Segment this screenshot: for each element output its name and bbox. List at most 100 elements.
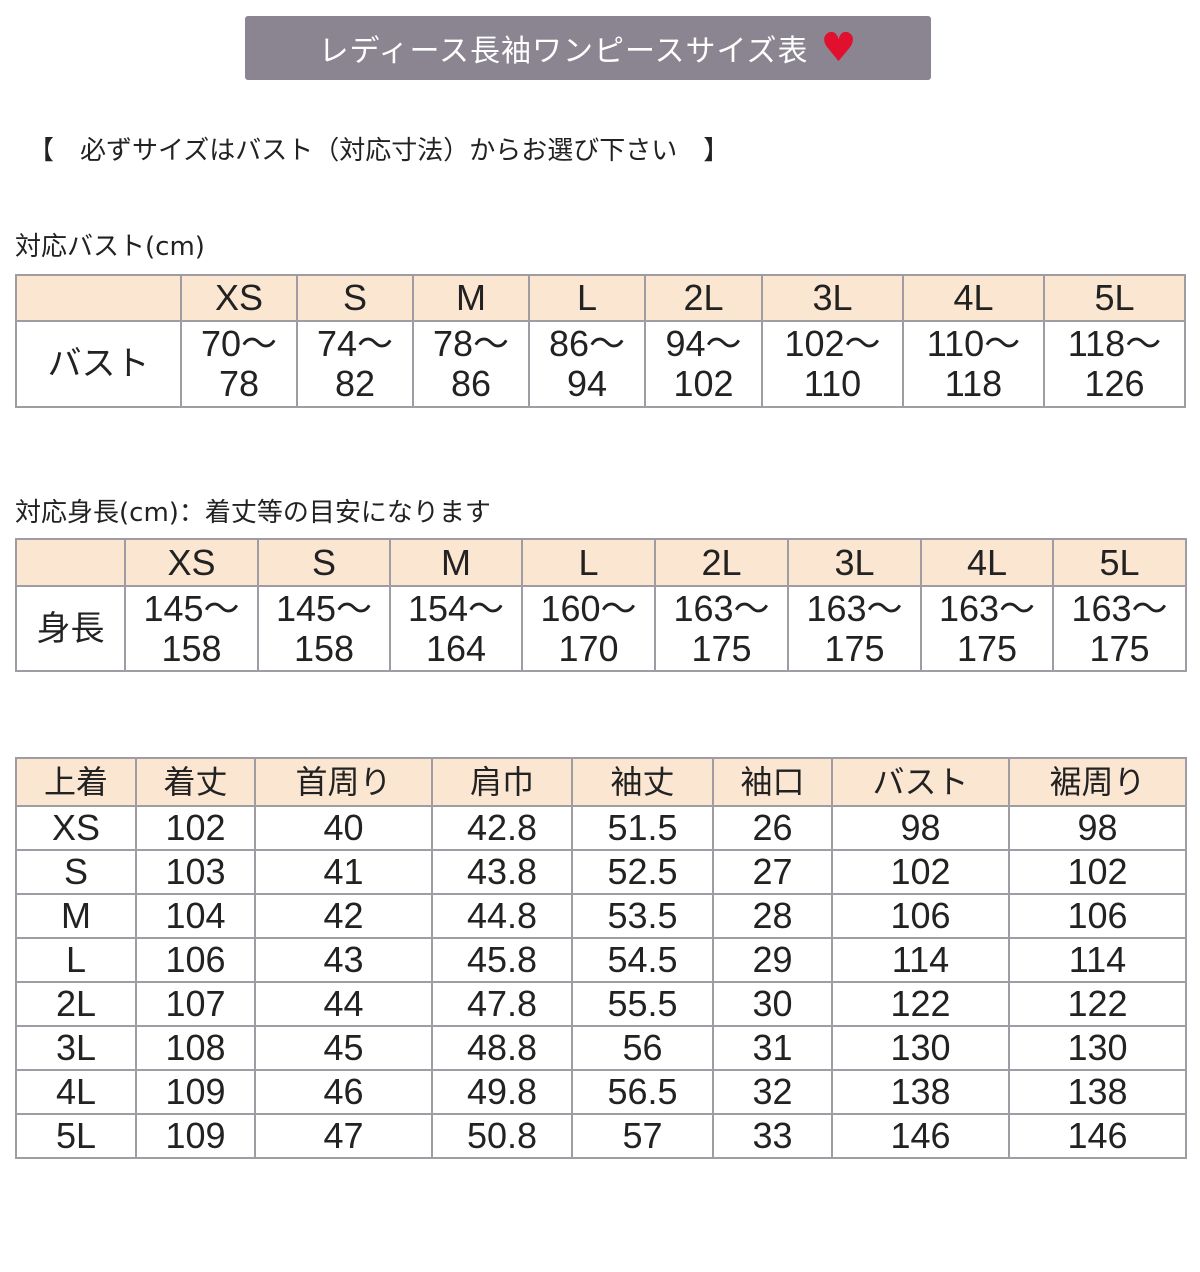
- range-min: 70～: [200, 323, 278, 364]
- range-cell: 70～ 78: [180, 320, 298, 408]
- column-header: 袖丈: [571, 757, 714, 807]
- measure-cell: 48.8: [431, 1025, 573, 1071]
- size-header: 4L: [902, 274, 1045, 322]
- size-header: 3L: [787, 538, 922, 587]
- measure-cell: 114: [831, 937, 1010, 983]
- range-min: 154～: [407, 587, 505, 629]
- size-label: XS: [15, 805, 137, 851]
- table-row: XS 102 40 42.8 51.5 26 98 98: [15, 805, 1187, 851]
- column-header: 着丈: [135, 757, 256, 807]
- measure-cell: 122: [831, 981, 1010, 1027]
- measure-cell: 31: [712, 1025, 833, 1071]
- range-min: 145～: [143, 587, 240, 629]
- row-label: 身長: [15, 585, 126, 672]
- measure-cell: 106: [135, 937, 256, 983]
- measurement-table: 上着 着丈 首周り 肩巾 袖丈 袖口 バスト 裾周り XS 102 40 42.8 51.5 26 98 98…: [15, 757, 1187, 1159]
- column-header: 袖口: [712, 757, 833, 807]
- measure-cell: 109: [135, 1113, 256, 1159]
- size-label: L: [15, 937, 137, 983]
- range-max: 110: [803, 363, 862, 404]
- range-cell: 74～ 82: [296, 320, 414, 408]
- measure-cell: 98: [831, 805, 1010, 851]
- range-min: 118～: [1067, 323, 1162, 364]
- range-min: 160～: [540, 587, 637, 629]
- size-label: 4L: [15, 1069, 137, 1115]
- size-header: L: [528, 274, 646, 322]
- range-max: 170: [558, 627, 619, 669]
- measure-cell: 102: [1008, 849, 1187, 895]
- range-max: 82: [334, 363, 376, 404]
- range-min: 145～: [275, 587, 373, 629]
- measure-cell: 53.5: [571, 893, 714, 939]
- size-notice: 【 必ずサイズはバスト（対応寸法）からお選び下さい 】: [28, 136, 730, 166]
- measure-cell: 56.5: [571, 1069, 714, 1115]
- column-header: 首周り: [254, 757, 433, 807]
- measure-cell: 52.5: [571, 849, 714, 895]
- measure-cell: 55.5: [571, 981, 714, 1027]
- size-header: 3L: [761, 274, 904, 322]
- size-label: 3L: [15, 1025, 137, 1071]
- measure-cell: 27: [712, 849, 833, 895]
- range-max: 94: [566, 363, 608, 404]
- measure-cell: 56: [571, 1025, 714, 1071]
- range-min: 74～: [316, 323, 394, 364]
- measure-cell: 40: [254, 805, 433, 851]
- measure-cell: 45: [254, 1025, 433, 1071]
- range-max: 102: [673, 363, 734, 404]
- measure-cell: 102: [831, 849, 1010, 895]
- range-min: 78～: [432, 323, 510, 364]
- size-header: M: [412, 274, 530, 322]
- range-min: 102～: [784, 323, 881, 364]
- range-max: 175: [956, 627, 1018, 669]
- measure-cell: 109: [135, 1069, 256, 1115]
- measure-cell: 146: [1008, 1113, 1187, 1159]
- bust-table-caption: 対応バスト(cm): [15, 232, 205, 262]
- measure-cell: 57: [571, 1113, 714, 1159]
- size-header-row: XS S M L 2L 3L 4L 5L: [15, 274, 1186, 322]
- measure-cell: 54.5: [571, 937, 714, 983]
- size-header: M: [389, 538, 523, 587]
- measure-cell: 29: [712, 937, 833, 983]
- range-cell: 163～ 175: [654, 585, 789, 672]
- size-label: 5L: [15, 1113, 137, 1159]
- range-row: バスト 70～ 78 74～ 82 78～ 86 86～ 94 94～ 102 102～ 110 110～…: [15, 320, 1186, 408]
- range-cell: 145～ 158: [257, 585, 391, 672]
- column-header: 上着: [15, 757, 137, 807]
- table-row: 4L 109 46 49.8 56.5 32 138 138: [15, 1069, 1187, 1115]
- measure-cell: 32: [712, 1069, 833, 1115]
- size-header: 2L: [654, 538, 789, 587]
- measure-cell: 42.8: [431, 805, 573, 851]
- range-min: 163～: [673, 587, 770, 629]
- bust-table: XS S M L 2L 3L 4L 5L バスト 70～ 78 74～ 82 78～ 86 86～ 94 94～ 1…: [15, 274, 1186, 408]
- measure-cell: 46: [254, 1069, 433, 1115]
- measure-cell: 114: [1008, 937, 1187, 983]
- measure-cell: 103: [135, 849, 256, 895]
- range-cell: 163～ 175: [787, 585, 922, 672]
- measure-cell: 146: [831, 1113, 1010, 1159]
- range-max: 164: [425, 627, 487, 669]
- measure-cell: 106: [1008, 893, 1187, 939]
- table-row: 3L 108 45 48.8 56 31 130 130: [15, 1025, 1187, 1071]
- size-label: M: [15, 893, 137, 939]
- measure-cell: 138: [831, 1069, 1010, 1115]
- table-row: M 104 42 44.8 53.5 28 106 106: [15, 893, 1187, 939]
- range-max: 126: [1084, 363, 1145, 404]
- measure-cell: 49.8: [431, 1069, 573, 1115]
- range-min: 110～: [926, 323, 1021, 364]
- range-max: 158: [161, 627, 222, 669]
- range-cell: 78～ 86: [412, 320, 530, 408]
- measure-cell: 33: [712, 1113, 833, 1159]
- measure-cell: 47: [254, 1113, 433, 1159]
- range-cell: 110～ 118: [902, 320, 1045, 408]
- range-cell: 94～ 102: [644, 320, 763, 408]
- size-header: XS: [124, 538, 259, 587]
- range-min: 163～: [938, 587, 1036, 629]
- measure-cell: 102: [135, 805, 256, 851]
- range-max: 86: [450, 363, 492, 404]
- size-header: XS: [180, 274, 298, 322]
- measure-cell: 138: [1008, 1069, 1187, 1115]
- range-cell: 163～ 175: [920, 585, 1054, 672]
- range-max: 158: [293, 627, 355, 669]
- range-min: 94～: [665, 323, 742, 364]
- measure-cell: 130: [831, 1025, 1010, 1071]
